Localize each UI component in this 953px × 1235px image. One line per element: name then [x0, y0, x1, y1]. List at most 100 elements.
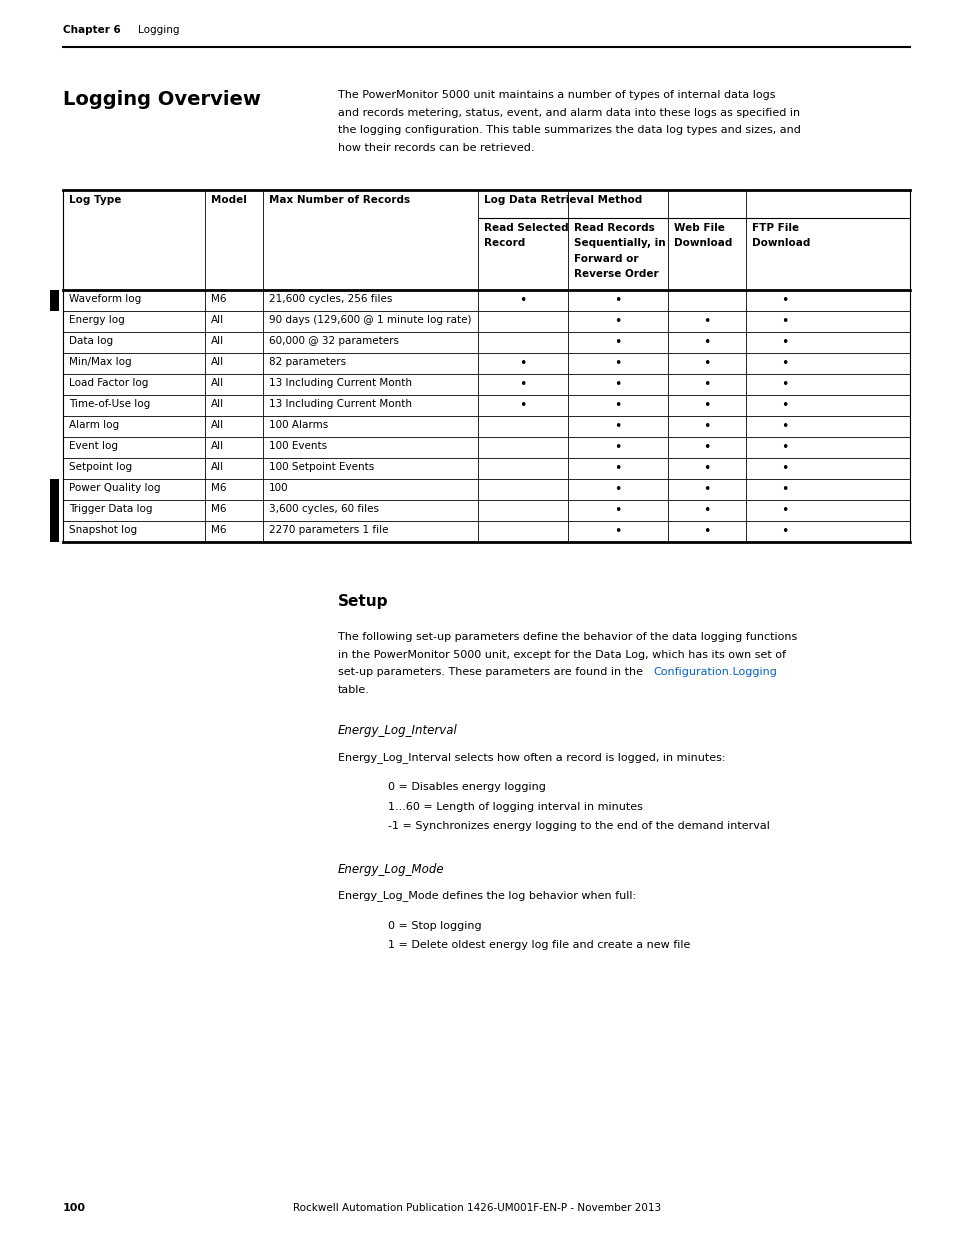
Text: Web File: Web File	[673, 224, 724, 233]
Text: Model: Model	[211, 195, 247, 205]
Text: Setup: Setup	[337, 594, 388, 609]
Text: All: All	[211, 378, 224, 388]
Text: All: All	[211, 441, 224, 451]
Text: Time-of-Use log: Time-of-Use log	[69, 399, 150, 409]
Text: Configuration.Logging: Configuration.Logging	[653, 667, 777, 677]
Text: •: •	[702, 357, 710, 370]
Text: how their records can be retrieved.: how their records can be retrieved.	[337, 142, 534, 152]
Text: •: •	[781, 378, 788, 391]
Text: •: •	[614, 462, 621, 475]
Text: The following set-up parameters define the behavior of the data logging function: The following set-up parameters define t…	[337, 632, 797, 642]
Text: All: All	[211, 315, 224, 325]
Text: 3,600 cycles, 60 files: 3,600 cycles, 60 files	[269, 504, 378, 514]
Text: 21,600 cycles, 256 files: 21,600 cycles, 256 files	[269, 294, 392, 304]
Text: •: •	[781, 462, 788, 475]
Text: Energy_Log_Interval: Energy_Log_Interval	[337, 724, 457, 737]
Text: set-up parameters. These parameters are found in the: set-up parameters. These parameters are …	[337, 667, 646, 677]
Text: 100 Alarms: 100 Alarms	[269, 420, 328, 430]
Text: All: All	[211, 357, 224, 367]
Text: Waveform log: Waveform log	[69, 294, 141, 304]
Text: All: All	[211, 399, 224, 409]
Text: The PowerMonitor 5000 unit maintains a number of types of internal data logs: The PowerMonitor 5000 unit maintains a n…	[337, 90, 775, 100]
Text: 100 Events: 100 Events	[269, 441, 327, 451]
Text: FTP File: FTP File	[751, 224, 799, 233]
Text: Data log: Data log	[69, 336, 113, 346]
Bar	[50, 290, 59, 311]
Text: Log Type: Log Type	[69, 195, 121, 205]
Text: table.: table.	[337, 684, 370, 694]
Text: Energy_Log_Mode: Energy_Log_Mode	[337, 862, 444, 876]
Text: Min/Max log: Min/Max log	[69, 357, 132, 367]
Text: All: All	[211, 420, 224, 430]
Text: the logging configuration. This table summarizes the data log types and sizes, a: the logging configuration. This table su…	[337, 125, 800, 135]
Text: Chapter 6: Chapter 6	[63, 25, 121, 35]
Text: 1...60 = Length of logging interval in minutes: 1...60 = Length of logging interval in m…	[388, 802, 642, 811]
Text: Setpoint log: Setpoint log	[69, 462, 132, 472]
Text: Load Factor log: Load Factor log	[69, 378, 149, 388]
Text: All: All	[211, 336, 224, 346]
Text: •: •	[781, 504, 788, 517]
Bar	[50, 479, 59, 500]
Text: •: •	[614, 504, 621, 517]
Text: Rockwell Automation Publication 1426-UM001F-EN-P - November 2013: Rockwell Automation Publication 1426-UM0…	[293, 1203, 660, 1213]
Text: •: •	[702, 525, 710, 538]
Text: Logging Overview: Logging Overview	[63, 90, 260, 109]
Text: Event log: Event log	[69, 441, 118, 451]
Text: •: •	[781, 399, 788, 412]
Text: •: •	[702, 378, 710, 391]
Text: Max Number of Records: Max Number of Records	[269, 195, 410, 205]
Text: •: •	[781, 315, 788, 329]
Bar	[50, 521, 59, 542]
Text: M6: M6	[211, 483, 226, 493]
Text: in the PowerMonitor 5000 unit, except for the Data Log, which has its own set of: in the PowerMonitor 5000 unit, except fo…	[337, 650, 785, 659]
Text: •: •	[518, 378, 526, 391]
Text: Read Records: Read Records	[574, 224, 654, 233]
Text: Energy_Log_Mode defines the log behavior when full:: Energy_Log_Mode defines the log behavior…	[337, 890, 636, 902]
Text: •: •	[614, 357, 621, 370]
Text: M6: M6	[211, 504, 226, 514]
Text: 1 = Delete oldest energy log file and create a new file: 1 = Delete oldest energy log file and cr…	[388, 940, 690, 950]
Text: 100 Setpoint Events: 100 Setpoint Events	[269, 462, 374, 472]
Text: •: •	[702, 441, 710, 454]
Text: 60,000 @ 32 parameters: 60,000 @ 32 parameters	[269, 336, 398, 346]
Text: •: •	[781, 420, 788, 433]
Text: •: •	[702, 399, 710, 412]
Text: •: •	[781, 483, 788, 496]
Text: 90 days (129,600 @ 1 minute log rate): 90 days (129,600 @ 1 minute log rate)	[269, 315, 471, 325]
Text: •: •	[614, 399, 621, 412]
Text: •: •	[781, 294, 788, 308]
Text: •: •	[781, 525, 788, 538]
Text: •: •	[518, 294, 526, 308]
Text: -1 = Synchronizes energy logging to the end of the demand interval: -1 = Synchronizes energy logging to the …	[388, 821, 769, 831]
Text: Reverse Order: Reverse Order	[574, 269, 658, 279]
Text: 82 parameters: 82 parameters	[269, 357, 346, 367]
Text: M6: M6	[211, 525, 226, 535]
Text: Logging: Logging	[138, 25, 179, 35]
Text: •: •	[614, 441, 621, 454]
Text: 13 Including Current Month: 13 Including Current Month	[269, 378, 412, 388]
Text: Energy log: Energy log	[69, 315, 125, 325]
Text: •: •	[702, 462, 710, 475]
Text: •: •	[702, 315, 710, 329]
Text: •: •	[614, 315, 621, 329]
Text: •: •	[781, 336, 788, 350]
Text: •: •	[614, 525, 621, 538]
Text: •: •	[518, 357, 526, 370]
Text: and records metering, status, event, and alarm data into these logs as specified: and records metering, status, event, and…	[337, 107, 800, 117]
Text: Record: Record	[483, 238, 525, 248]
Text: •: •	[702, 336, 710, 350]
Text: •: •	[518, 399, 526, 412]
Text: Alarm log: Alarm log	[69, 420, 119, 430]
Text: •: •	[702, 483, 710, 496]
Text: Download: Download	[673, 238, 732, 248]
Text: Read Selected: Read Selected	[483, 224, 568, 233]
Text: Trigger Data log: Trigger Data log	[69, 504, 152, 514]
Text: Power Quality log: Power Quality log	[69, 483, 160, 493]
Text: Log Data Retrieval Method: Log Data Retrieval Method	[483, 195, 641, 205]
Text: 100: 100	[63, 1203, 86, 1213]
Text: •: •	[614, 483, 621, 496]
Text: 0 = Stop logging: 0 = Stop logging	[388, 920, 481, 930]
Text: Snapshot log: Snapshot log	[69, 525, 137, 535]
Text: •: •	[614, 336, 621, 350]
Text: •: •	[614, 420, 621, 433]
